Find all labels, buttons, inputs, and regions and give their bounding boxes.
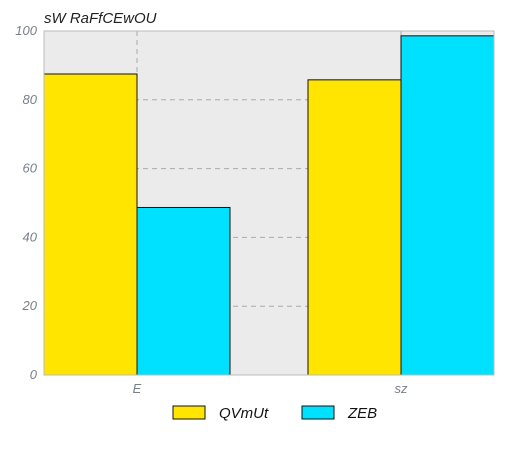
bar-QVmUt-sz (307, 79, 402, 376)
plot-frame (43, 30, 495, 376)
y-tick-label: 80 (23, 92, 38, 107)
legend-swatch (301, 405, 335, 420)
legend: QVmUt ZEB (172, 405, 377, 422)
bar-QVmUt-E (43, 73, 138, 376)
y-tick-label: 20 (22, 298, 38, 313)
y-tick-label: 100 (15, 23, 37, 38)
legend-swatch (172, 405, 206, 420)
bar-ZEB-sz (400, 35, 495, 376)
y-tick-label: 40 (23, 229, 38, 244)
chart-title: sW RaFfCEwOU (44, 10, 157, 27)
x-tick-label: E (133, 381, 142, 396)
legend-label: ZEB (347, 405, 377, 422)
x-tick-label: sz (395, 381, 409, 396)
y-axis: 0 20 40 60 80 100 (15, 23, 37, 382)
bar-ZEB-E (136, 206, 231, 376)
legend-label: QVmUt (219, 405, 269, 422)
y-tick-label: 0 (30, 367, 38, 382)
y-tick-label: 60 (23, 161, 38, 176)
bars-group (43, 35, 495, 376)
